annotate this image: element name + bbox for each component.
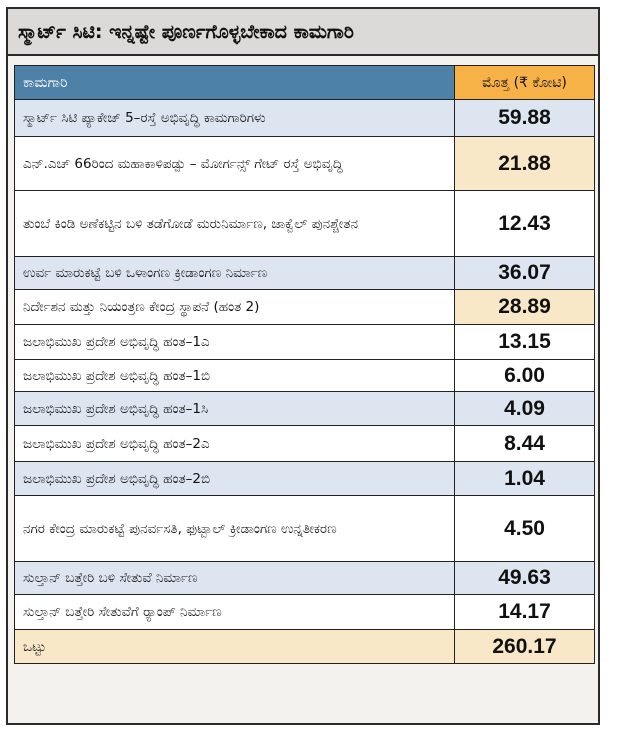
- table-row: ಜಲಾಭಿಮುಖ ಪ್ರದೇಶ ಅಭಿವೃದ್ಧಿ ಹಂತ–1ಸಿ 4.09: [14, 391, 595, 426]
- infographic-frame: ಸ್ಮಾರ್ಟ್ ಸಿಟಿ: ಇನ್ನಷ್ಟೇ ಪೂರ್ಣಗೊಳ್ಳಬೇಕಾದ …: [6, 7, 600, 725]
- amount-cell: 28.89: [454, 289, 595, 325]
- amount-cell: 6.00: [454, 359, 595, 392]
- total-row: ಒಟ್ಟು 260.17: [14, 629, 595, 664]
- amount-cell: 36.07: [454, 256, 595, 290]
- table-row: ಸುಲ್ತಾನ್ ಬತ್ತೇರಿ ಬಳಿ ಸೇತುವೆ ನಿರ್ಮಾಣ 49.6…: [14, 561, 595, 595]
- table-row: ನಿರ್ದೇಶನ ಮತ್ತು ನಿಯಂತ್ರಣ ಕೇಂದ್ರ ಸ್ಥಾಪನೆ (…: [14, 289, 595, 325]
- work-cell: ಸ್ಮಾರ್ಟ್ ಸಿಟಿ ಪ್ಯಾಕೇಜ್ 5–ರಸ್ತೆ ಅಭಿವೃದ್ಧಿ…: [14, 99, 455, 137]
- table-row: ಜಲಾಭಿಮುಖ ಪ್ರದೇಶ ಅಭಿವೃದ್ಧಿ ಹಂತ–1ಎ 13.15: [14, 324, 595, 360]
- header-work: ಕಾಮಗಾರಿ: [14, 65, 455, 100]
- amount-cell: 12.43: [454, 190, 595, 257]
- amount-cell: 14.17: [454, 594, 595, 630]
- table-row: ತುಂಬೆ ಕಿಂಡಿ ಅಣೆಕಟ್ಟಿನ ಬಳಿ ತಡೆಗೋಡೆ ಮರುನಿರ…: [14, 190, 595, 257]
- work-cell: ಸುಲ್ತಾನ್ ಬತ್ತೇರಿ ಸೇತುವೆಗೆ ರ್‍ಯಾಂಪ್ ನಿರ್ಮ…: [14, 594, 455, 630]
- total-amount: 260.17: [454, 629, 595, 664]
- total-label: ಒಟ್ಟು: [14, 629, 455, 664]
- infographic-title: ಸ್ಮಾರ್ಟ್ ಸಿಟಿ: ಇನ್ನಷ್ಟೇ ಪೂರ್ಣಗೊಳ್ಳಬೇಕಾದ …: [8, 9, 598, 56]
- works-table: ಕಾಮಗಾರಿ ಮೊತ್ತ (₹ ಕೋಟಿ) ಸ್ಮಾರ್ಟ್ ಸಿಟಿ ಪ್ಯ…: [14, 65, 595, 664]
- table-row: ಜಲಾಭಿಮುಖ ಪ್ರದೇಶ ಅಭಿವೃದ್ಧಿ ಹಂತ–2ಬಿ 1.04: [14, 461, 595, 496]
- work-cell: ಉರ್ವ ಮಾರುಕಟ್ಟೆ ಬಳಿ ಒಳಾಂಗಣ ಕ್ರೀಡಾಂಗಣ ನಿರ್…: [14, 256, 455, 290]
- amount-cell: 4.50: [454, 495, 595, 562]
- work-cell: ಜಲಾಭಿಮುಖ ಪ್ರದೇಶ ಅಭಿವೃದ್ಧಿ ಹಂತ–2ಎ: [14, 425, 455, 462]
- amount-cell: 13.15: [454, 324, 595, 360]
- table-row: ಸುಲ್ತಾನ್ ಬತ್ತೇರಿ ಸೇತುವೆಗೆ ರ್‍ಯಾಂಪ್ ನಿರ್ಮ…: [14, 594, 595, 630]
- table-row: ಜಲಾಭಿಮುಖ ಪ್ರದೇಶ ಅಭಿವೃದ್ಧಿ ಹಂತ–1ಬಿ 6.00: [14, 359, 595, 392]
- header-amount: ಮೊತ್ತ (₹ ಕೋಟಿ): [454, 65, 595, 100]
- work-cell: ತುಂಬೆ ಕಿಂಡಿ ಅಣೆಕಟ್ಟಿನ ಬಳಿ ತಡೆಗೋಡೆ ಮರುನಿರ…: [14, 190, 455, 257]
- work-cell: ಜಲಾಭಿಮುಖ ಪ್ರದೇಶ ಅಭಿವೃದ್ಧಿ ಹಂತ–2ಬಿ: [14, 461, 455, 496]
- table-header-row: ಕಾಮಗಾರಿ ಮೊತ್ತ (₹ ಕೋಟಿ): [14, 65, 595, 100]
- amount-cell: 21.88: [454, 136, 595, 191]
- table-row: ಜಲಾಭಿಮುಖ ಪ್ರದೇಶ ಅಭಿವೃದ್ಧಿ ಹಂತ–2ಎ 8.44: [14, 425, 595, 462]
- work-cell: ಜಲಾಭಿಮುಖ ಪ್ರದೇಶ ಅಭಿವೃದ್ಧಿ ಹಂತ–1ಸಿ: [14, 391, 455, 426]
- table-row: ನಗರ ಕೇಂದ್ರ ಮಾರುಕಟ್ಟೆ ಪುನರ್ವಸತಿ, ಫುಟ್ಬಾಲ್…: [14, 495, 595, 562]
- table-row: ಸ್ಮಾರ್ಟ್ ಸಿಟಿ ಪ್ಯಾಕೇಜ್ 5–ರಸ್ತೆ ಅಭಿವೃದ್ಧಿ…: [14, 99, 595, 137]
- amount-cell: 8.44: [454, 425, 595, 462]
- amount-cell: 49.63: [454, 561, 595, 595]
- table-row: ಎನ್.ಎಚ್ 66ರಿಂದ ಮಹಾಕಾಳಿಪಡ್ಪು – ಮೋರ್ಗನ್ಸ್ …: [14, 136, 595, 191]
- table-row: ಉರ್ವ ಮಾರುಕಟ್ಟೆ ಬಳಿ ಒಳಾಂಗಣ ಕ್ರೀಡಾಂಗಣ ನಿರ್…: [14, 256, 595, 290]
- amount-cell: 59.88: [454, 99, 595, 137]
- work-cell: ಜಲಾಭಿಮುಖ ಪ್ರದೇಶ ಅಭಿವೃದ್ಧಿ ಹಂತ–1ಬಿ: [14, 359, 455, 392]
- work-cell: ಎನ್.ಎಚ್ 66ರಿಂದ ಮಹಾಕಾಳಿಪಡ್ಪು – ಮೋರ್ಗನ್ಸ್ …: [14, 136, 455, 191]
- work-cell: ನಿರ್ದೇಶನ ಮತ್ತು ನಿಯಂತ್ರಣ ಕೇಂದ್ರ ಸ್ಥಾಪನೆ (…: [14, 289, 455, 325]
- amount-cell: 1.04: [454, 461, 595, 496]
- amount-cell: 4.09: [454, 391, 595, 426]
- work-cell: ಜಲಾಭಿಮುಖ ಪ್ರದೇಶ ಅಭಿವೃದ್ಧಿ ಹಂತ–1ಎ: [14, 324, 455, 360]
- work-cell: ಸುಲ್ತಾನ್ ಬತ್ತೇರಿ ಬಳಿ ಸೇತುವೆ ನಿರ್ಮಾಣ: [14, 561, 455, 595]
- work-cell: ನಗರ ಕೇಂದ್ರ ಮಾರುಕಟ್ಟೆ ಪುನರ್ವಸತಿ, ಫುಟ್ಬಾಲ್…: [14, 495, 455, 562]
